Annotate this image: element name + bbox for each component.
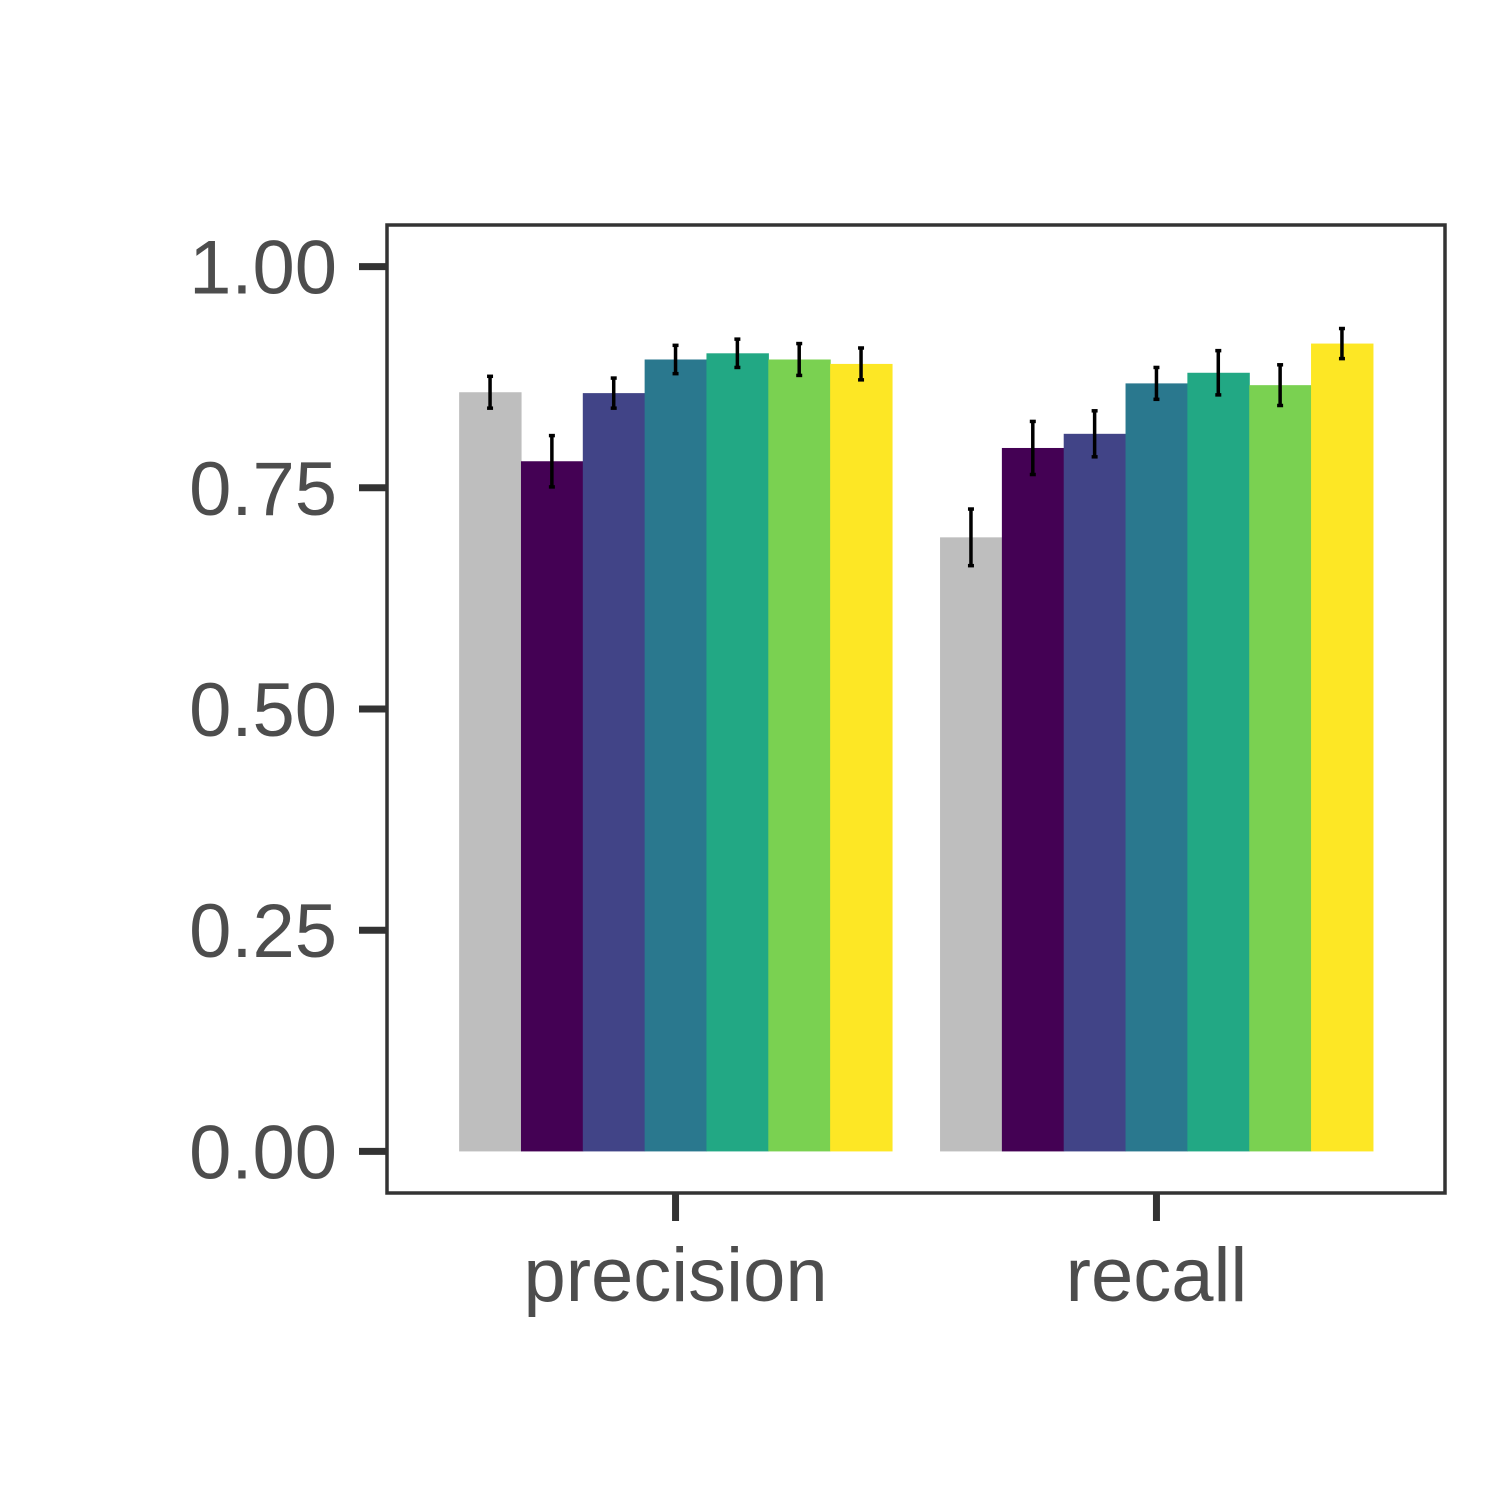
error-bar-recall-3 bbox=[1153, 365, 1160, 402]
error-bar-recall-1 bbox=[1029, 419, 1036, 477]
bar-recall-1 bbox=[1001, 447, 1065, 1152]
x-tick-label-precision: precision bbox=[523, 1233, 827, 1318]
error-bar-precision-3 bbox=[672, 343, 679, 376]
bar-recall-4 bbox=[1187, 372, 1250, 1152]
bar-recall-2 bbox=[1063, 433, 1127, 1152]
error-bars-layer bbox=[487, 326, 1345, 568]
bar-precision-6 bbox=[830, 363, 893, 1152]
error-bar-precision-5 bbox=[796, 341, 803, 378]
error-bar-recall-5 bbox=[1277, 363, 1284, 408]
error-bar-recall-4 bbox=[1215, 348, 1222, 397]
error-bar-precision-4 bbox=[734, 337, 741, 370]
y-axis: 0.00 0.25 0.50 0.75 1.00 bbox=[189, 226, 387, 1195]
bar-recall-5 bbox=[1249, 385, 1312, 1152]
bar-precision-1 bbox=[520, 461, 584, 1152]
error-bar-precision-2 bbox=[610, 376, 617, 410]
bar-recall-6 bbox=[1311, 343, 1374, 1152]
error-bar-precision-1 bbox=[548, 433, 555, 489]
error-bar-precision-6 bbox=[858, 346, 865, 382]
bars-layer bbox=[459, 343, 1374, 1152]
error-bar-precision-0 bbox=[487, 374, 494, 410]
bar-recall-3 bbox=[1125, 383, 1188, 1152]
error-bar-recall-6 bbox=[1338, 326, 1345, 361]
x-tick-label-recall: recall bbox=[1066, 1233, 1248, 1318]
bar-precision-3 bbox=[644, 359, 708, 1152]
bar-recall-0 bbox=[940, 537, 1003, 1152]
bar-precision-5 bbox=[768, 359, 831, 1152]
y-tick-label: 0.50 bbox=[189, 668, 337, 753]
y-tick-label: 1.00 bbox=[189, 226, 337, 311]
y-tick-label: 0.00 bbox=[189, 1110, 337, 1195]
y-tick-label: 0.25 bbox=[189, 889, 337, 974]
x-axis: precision recall bbox=[523, 1193, 1247, 1318]
error-bar-recall-0 bbox=[967, 507, 974, 568]
bar-precision-0 bbox=[459, 392, 522, 1152]
bar-precision-2 bbox=[582, 393, 646, 1152]
error-bar-recall-2 bbox=[1091, 409, 1098, 459]
y-tick-label: 0.75 bbox=[189, 447, 337, 532]
bar-precision-4 bbox=[706, 353, 769, 1152]
